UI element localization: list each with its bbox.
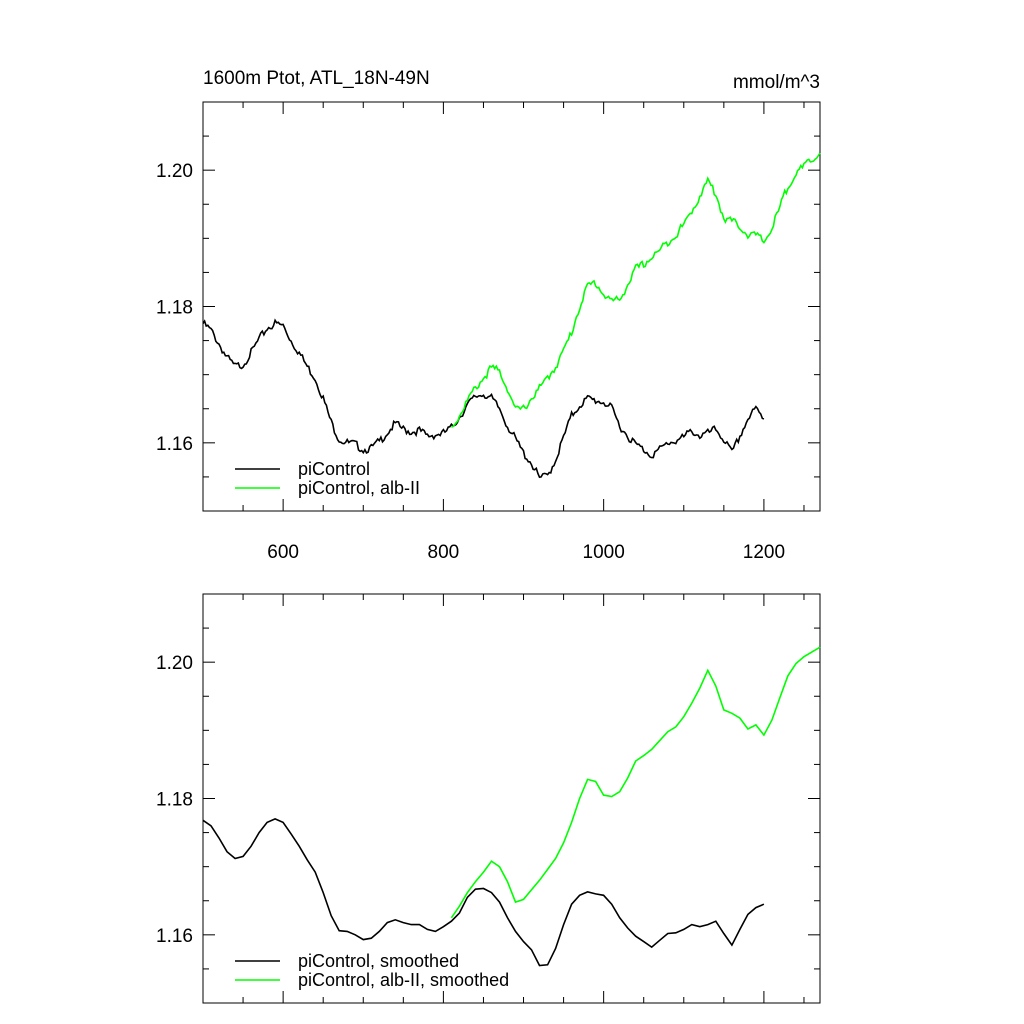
legend-label: piControl, alb-II <box>298 478 420 498</box>
y-tick-label: 1.20 <box>156 653 193 674</box>
series-line-picontrol-alb-ii <box>450 646 821 919</box>
chart-title: 1600m Ptot, ATL_18N-49N <box>203 68 430 89</box>
series-line-picontrol <box>202 818 765 967</box>
x-tick-label: 800 <box>428 542 460 563</box>
legend-label: piControl, smoothed <box>298 951 459 971</box>
y-tick-label: 1.18 <box>156 790 193 811</box>
y-tick-label: 1.16 <box>156 926 193 947</box>
series-line-picontrol <box>202 318 765 479</box>
top-panel: 1.16 1.18 1.20 600 800 1000 1200 piControlpiCon… <box>156 101 821 563</box>
y-tick-label: 1.20 <box>156 161 193 182</box>
chart-units-label: mmol/m^3 <box>733 72 820 93</box>
legend-label: piControl, alb-II, smoothed <box>298 970 509 990</box>
y-tick-label: 1.16 <box>156 434 193 455</box>
legend-label: piControl <box>298 459 370 479</box>
x-tick-label: 1000 <box>583 542 625 563</box>
series-line-picontrol-alb-ii <box>451 152 821 428</box>
bottom-panel: 1.16 1.18 1.20 piControl, smoothedpiControl… <box>156 593 821 1004</box>
x-tick-label: 1200 <box>743 542 785 563</box>
plot-frame <box>202 593 821 1004</box>
x-tick-label: 600 <box>267 542 299 563</box>
plot-frame <box>202 101 821 512</box>
y-tick-label: 1.18 <box>156 298 193 319</box>
